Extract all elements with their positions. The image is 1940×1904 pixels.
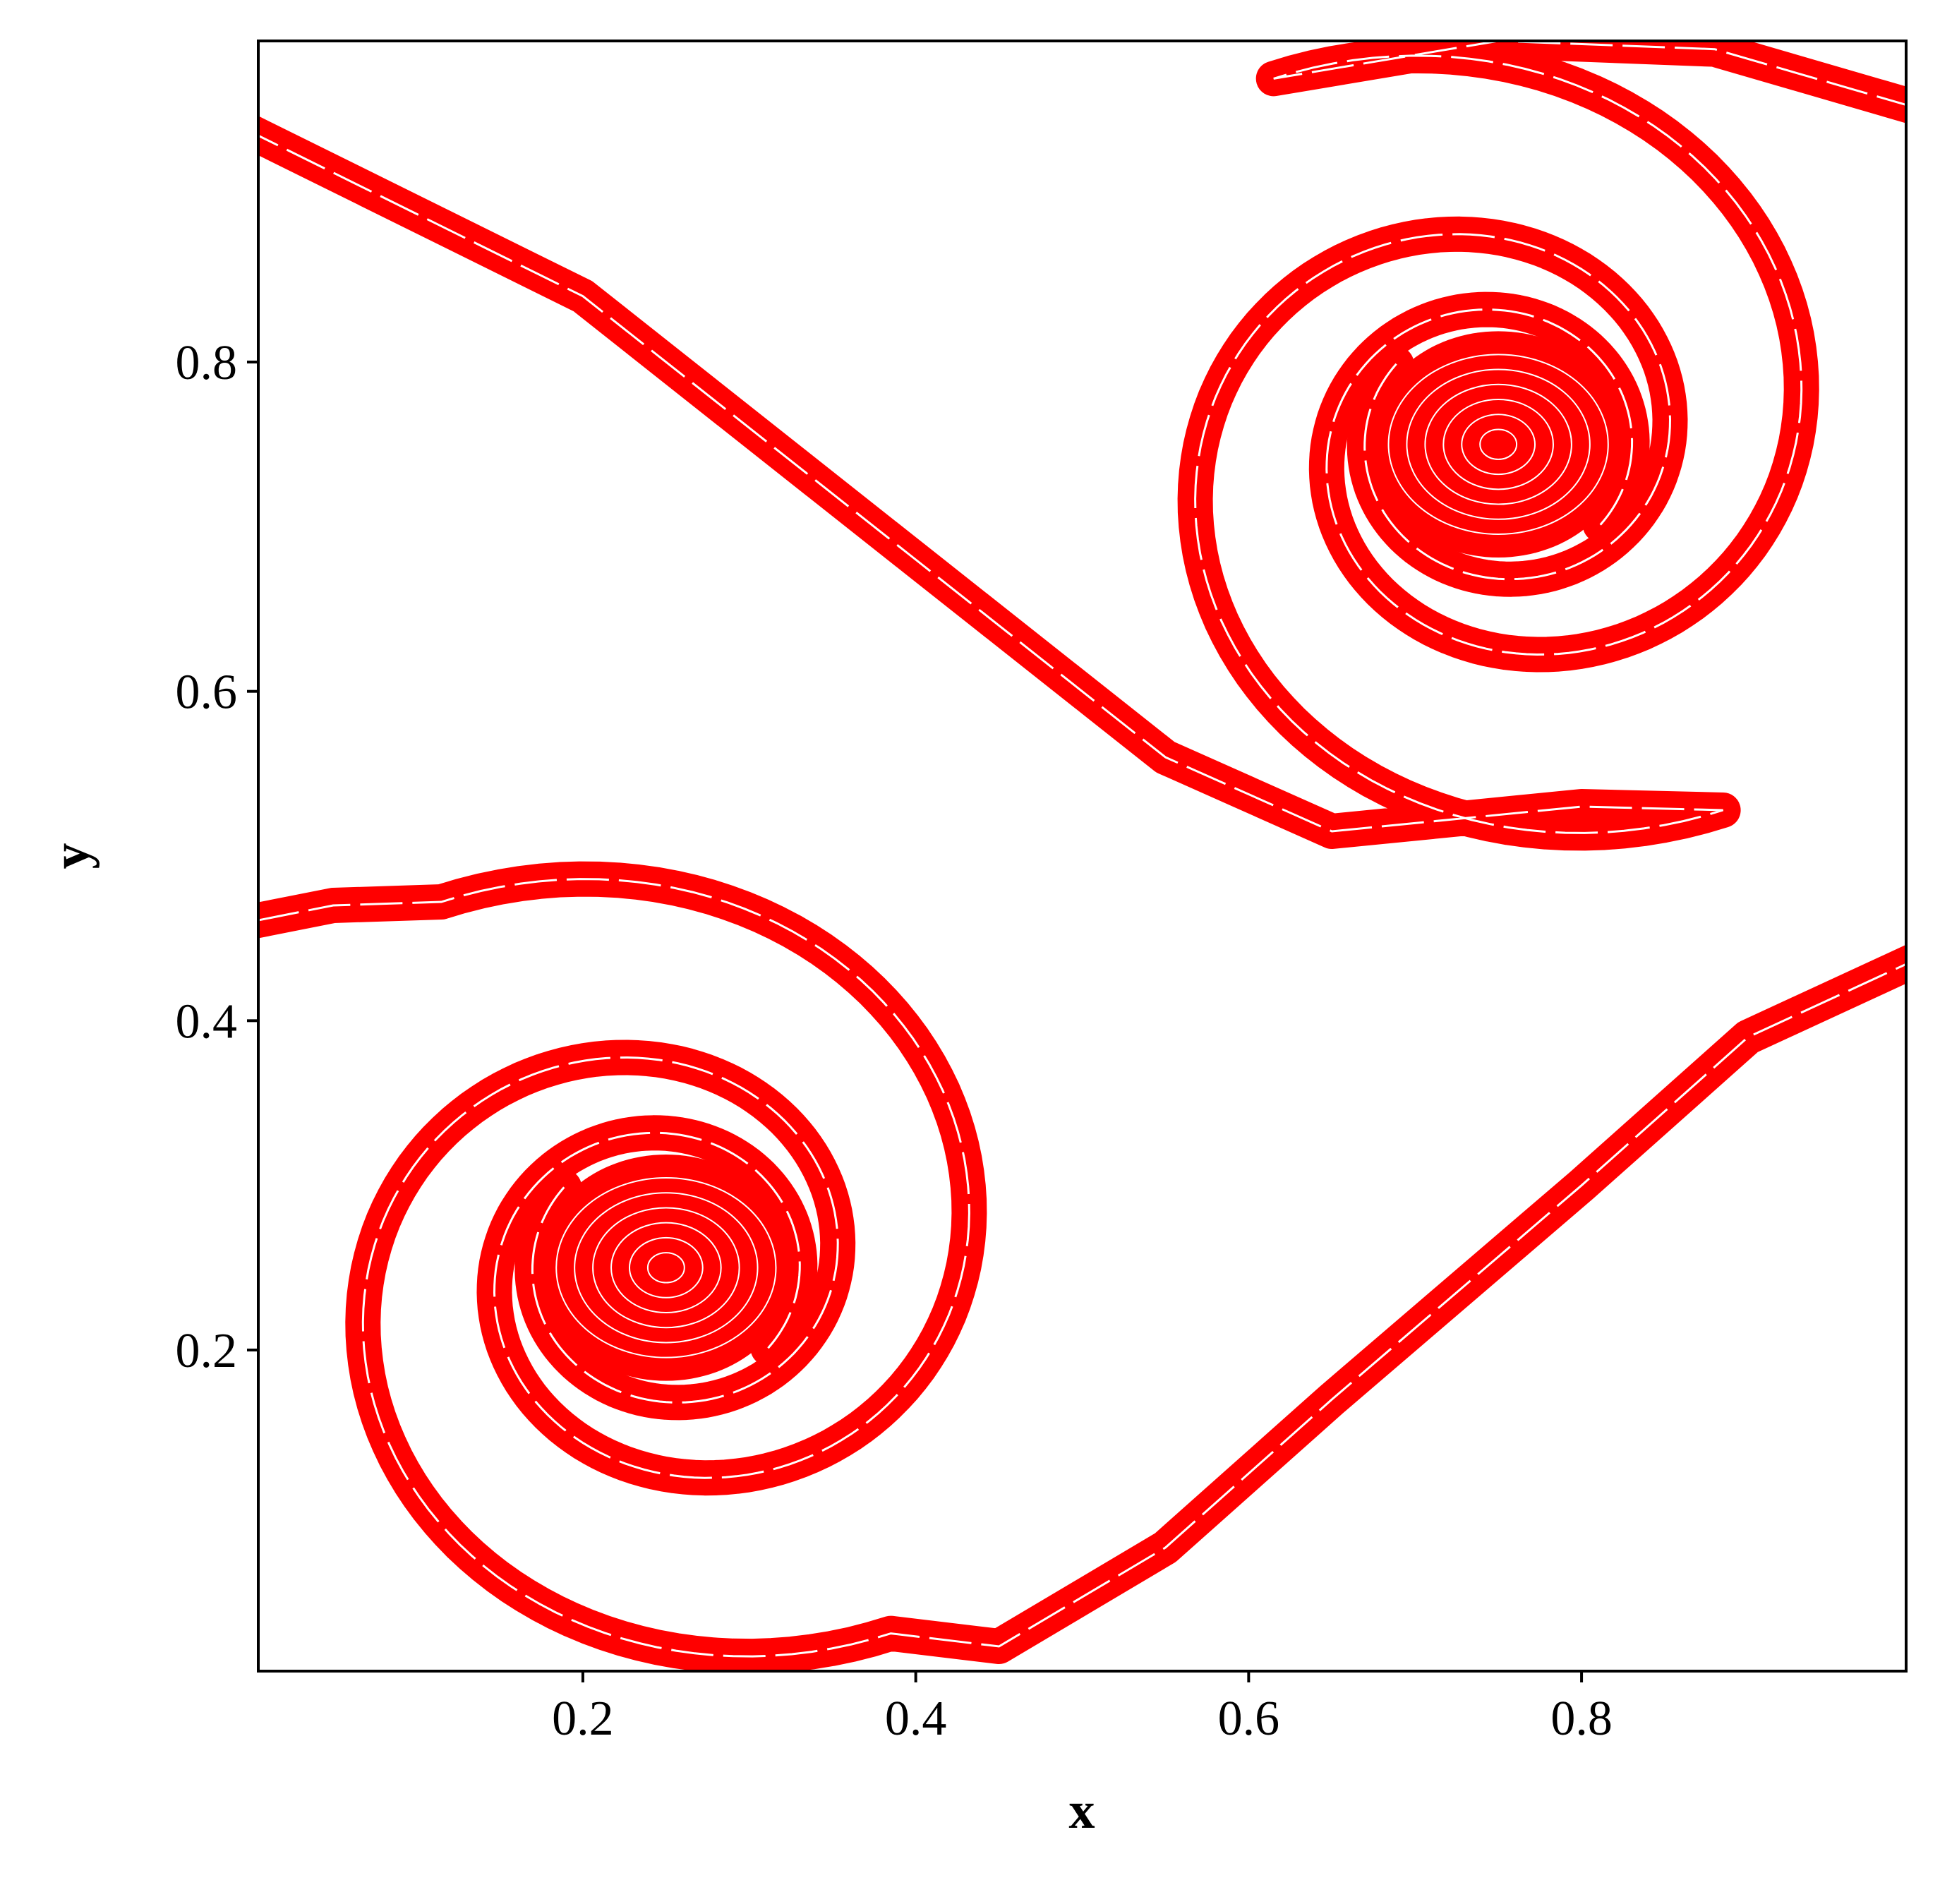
contour-core — [536, 1154, 796, 1381]
contour-line — [1406, 368, 1591, 520]
contour-core — [1368, 331, 1629, 558]
y-tick-label: 0.2 — [176, 1324, 238, 1378]
plot-area — [258, 41, 1906, 1671]
contour-line — [1273, 41, 1906, 656]
x-tick-label: 0.4 — [885, 1692, 947, 1746]
x-axis-label: x — [1069, 1782, 1095, 1840]
y-axis-label: y — [42, 843, 100, 869]
y-tick-label: 0.4 — [176, 994, 238, 1049]
contour-line — [574, 1192, 759, 1344]
contour-line — [258, 134, 1724, 834]
contour-line — [610, 1222, 722, 1313]
contour-line — [555, 1177, 777, 1358]
contour-line — [361, 963, 1906, 1658]
contour-line — [646, 1252, 685, 1284]
contour-line — [592, 1207, 740, 1329]
contour-line — [628, 1236, 704, 1299]
contour-line — [1442, 399, 1554, 490]
contour-line — [1461, 414, 1536, 476]
axes-frame — [257, 40, 1908, 1673]
x-tick-label: 0.2 — [552, 1692, 614, 1746]
contour-line — [1424, 383, 1572, 505]
contour-line — [258, 878, 970, 1479]
contour-line — [1387, 354, 1609, 535]
y-tick-label: 0.6 — [176, 665, 238, 720]
contour-line — [1479, 428, 1518, 460]
y-tick-label: 0.8 — [176, 336, 238, 390]
x-tick-label: 0.6 — [1218, 1692, 1280, 1746]
x-tick-label: 0.8 — [1550, 1692, 1613, 1746]
